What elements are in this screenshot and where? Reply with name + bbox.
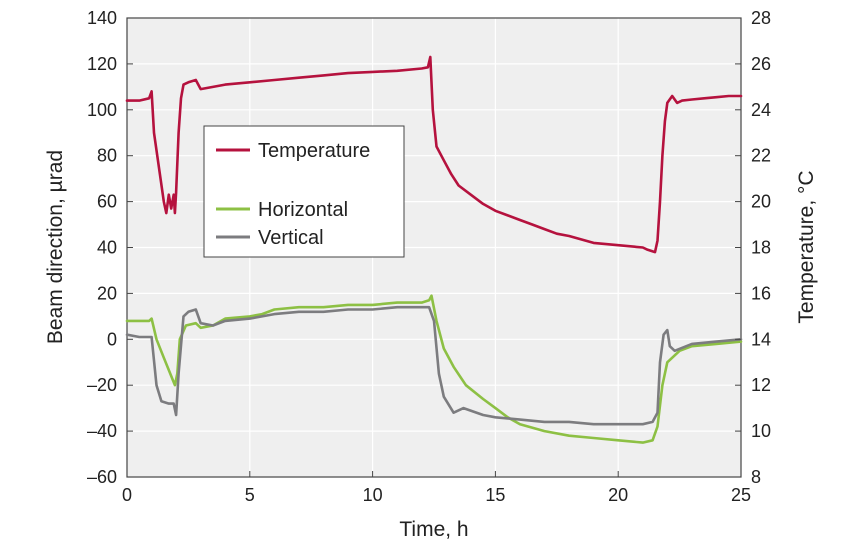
x-axis-title: Time, h	[399, 518, 468, 541]
y-left-tick-label-80: 80	[97, 146, 117, 166]
y-left-tick-label-140: 140	[87, 8, 117, 28]
y-right-tick-label-18: 18	[751, 238, 771, 258]
y-right-tick-label-14: 14	[751, 329, 771, 349]
x-tick-label-15: 15	[485, 485, 505, 505]
series-line-vertical	[125, 305, 743, 426]
y-left-tick-label--40: –40	[87, 421, 117, 441]
y-left-tick-label-0: 0	[107, 329, 117, 349]
y-right-tick-label-16: 16	[751, 283, 771, 303]
y-right-tick-label-12: 12	[751, 375, 771, 395]
y-left-tick-label-60: 60	[97, 192, 117, 212]
y-right-tick-label-22: 22	[751, 146, 771, 166]
y-right-tick-label-26: 26	[751, 54, 771, 74]
y-right-tick-label-20: 20	[751, 192, 771, 212]
legend-box	[203, 125, 405, 258]
y-left-axis-ticks: –60 –40 –20 0 20 40 60 80 100 120 140	[87, 8, 133, 487]
x-tick-label-5: 5	[245, 485, 255, 505]
x-tick-label-10: 10	[363, 485, 383, 505]
series-layer	[125, 55, 743, 444]
y-left-tick-label--60: –60	[87, 467, 117, 487]
y-left-axis-title: Beam direction, µrad	[44, 150, 67, 344]
x-axis-ticks: 0 5 10 15 20 25	[122, 471, 751, 505]
y-right-tick-label-28: 28	[751, 8, 771, 28]
y-left-tick-label-40: 40	[97, 238, 117, 258]
y-left-tick-label-20: 20	[97, 283, 117, 303]
x-tick-label-20: 20	[608, 485, 628, 505]
series-line-horizontal	[125, 294, 743, 444]
x-tick-label-25: 25	[731, 485, 751, 505]
legend-label-vertical: Vertical	[258, 227, 324, 249]
y-right-tick-label-10: 10	[751, 421, 771, 441]
y-right-axis-title: Temperature, °C	[795, 170, 818, 323]
y-right-tick-label-8: 8	[751, 467, 761, 487]
x-tick-label-0: 0	[122, 485, 132, 505]
legend-label-temperature: Temperature	[258, 140, 370, 162]
y-left-tick-label-100: 100	[87, 100, 117, 120]
y-right-tick-label-24: 24	[751, 100, 771, 120]
y-left-tick-label--20: –20	[87, 375, 117, 395]
legend-label-horizontal: Horizontal	[258, 199, 348, 221]
legend: Temperature Horizontal Vertical	[203, 125, 405, 258]
y-right-axis-ticks: 8 10 12 14 16 18 20 22 24 26 28	[735, 8, 771, 487]
series-line-temperature	[125, 55, 743, 254]
y-left-tick-label-120: 120	[87, 54, 117, 74]
